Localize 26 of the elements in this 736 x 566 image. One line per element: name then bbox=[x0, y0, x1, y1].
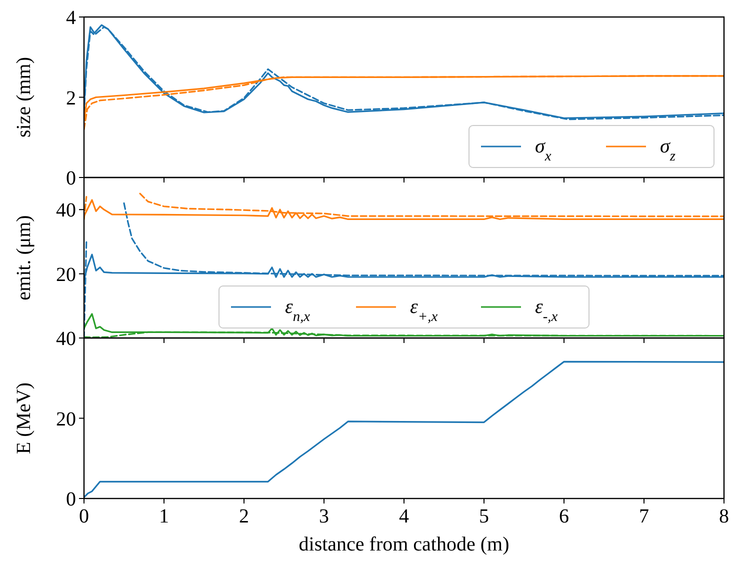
y-tick-label: 20 bbox=[56, 264, 76, 286]
y-tick-label: 4 bbox=[66, 7, 76, 29]
line-series bbox=[84, 360, 724, 498]
y-tick-label: 0 bbox=[66, 168, 76, 190]
x-tick-label: 7 bbox=[639, 506, 649, 528]
x-tick-label: 5 bbox=[479, 506, 489, 528]
x-tick-label: 2 bbox=[239, 506, 249, 528]
y-axis-title: emit. (μm) bbox=[13, 215, 35, 300]
legend-label: ε$_{-,x}$ bbox=[535, 296, 558, 325]
y-axis-title: size (mm) bbox=[13, 56, 35, 138]
x-tick-label: 6 bbox=[559, 506, 569, 528]
x-tick-label: 4 bbox=[399, 506, 409, 528]
x-axis-title: distance from cathode (m) bbox=[298, 534, 510, 556]
y-tick-label: 40 bbox=[56, 328, 76, 350]
legend-label: σ$_{x}$ bbox=[535, 136, 552, 164]
y-tick-label: 0 bbox=[66, 488, 76, 510]
y-tick-label: 40 bbox=[56, 200, 76, 222]
x-tick-label: 1 bbox=[159, 506, 169, 528]
y-axis-title: E (MeV) bbox=[13, 382, 35, 454]
legend-label: ε$_{n,x}$ bbox=[285, 296, 311, 325]
y-tick-label: 2 bbox=[66, 87, 76, 110]
legend-label: ε$_{+,x}$ bbox=[410, 296, 438, 325]
y-tick-label: 20 bbox=[56, 408, 76, 430]
legend-label: σ$_{z}$ bbox=[660, 136, 676, 164]
x-tick-label: 8 bbox=[719, 506, 729, 528]
x-tick-label: 3 bbox=[319, 506, 329, 528]
